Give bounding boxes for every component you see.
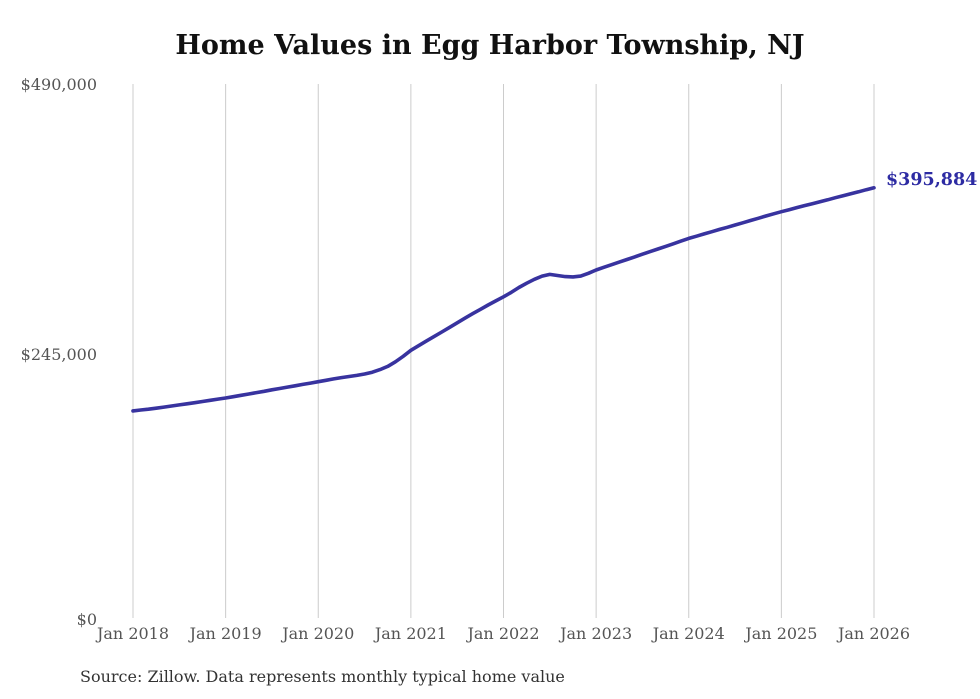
y-axis-tick-label-0: $0	[76, 610, 97, 629]
x-axis-tick-label-jan-2023: Jan 2023	[560, 624, 633, 643]
x-axis-tick-label-jan-2026: Jan 2026	[837, 624, 911, 643]
x-axis-tick-label-jan-2019: Jan 2019	[189, 624, 262, 643]
x-axis-tick-label-jan-2022: Jan 2022	[467, 624, 540, 643]
source-note: Source: Zillow. Data represents monthly …	[80, 667, 565, 686]
x-axis-tick-label-jan-2020: Jan 2020	[282, 624, 355, 643]
home-value-line	[131, 186, 876, 413]
x-axis-tick-label-jan-2025: Jan 2025	[745, 624, 818, 643]
x-axis-tick-label-jan-2018: Jan 2018	[96, 624, 170, 643]
latest-value-label: $395,884	[886, 170, 978, 190]
gridlines	[132, 84, 875, 618]
x-axis-tick-label-jan-2021: Jan 2021	[374, 624, 447, 643]
y-axis-tick-label-245000: $245,000	[20, 345, 97, 364]
chart-title: Home Values in Egg Harbor Township, NJ	[175, 30, 805, 61]
x-axis-tick-label-jan-2024: Jan 2024	[652, 624, 725, 643]
y-axis-tick-label-490000: $490,000	[20, 75, 97, 94]
